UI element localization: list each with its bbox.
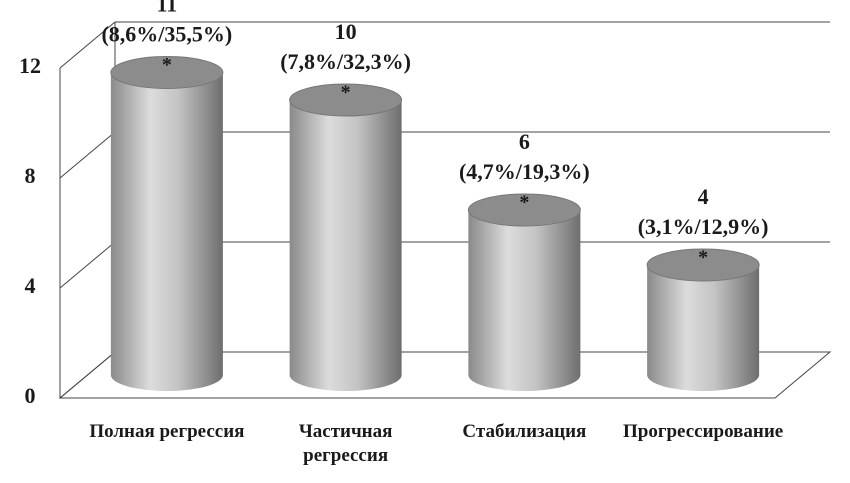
grid-line (59, 131, 116, 179)
marker: * (519, 192, 529, 214)
bar-top (289, 83, 403, 117)
value-label: 11 (156, 0, 177, 17)
bar (110, 72, 223, 391)
marker: * (162, 54, 172, 76)
y-tick-label: 0 (25, 383, 36, 408)
marker: * (698, 247, 708, 269)
grid-line (59, 21, 116, 69)
annotation: (4,7%/19,3%) (459, 159, 590, 184)
y-tick-label: 8 (25, 163, 36, 188)
value-label: 10 (335, 19, 357, 44)
annotation: (8,6%/35,5%) (101, 22, 232, 47)
grid-line (59, 351, 116, 399)
value-label: 6 (519, 129, 530, 154)
value-label: 4 (698, 184, 709, 209)
bar (289, 100, 402, 391)
marker: * (341, 82, 351, 104)
bar-top (110, 56, 224, 89)
bar-top (646, 248, 760, 282)
x-tick-label: Частичная регрессия (298, 421, 393, 466)
y-tick-label: 4 (25, 273, 36, 298)
bar-top (467, 193, 581, 227)
bar (468, 210, 581, 391)
x-tick-label: Полная регрессия (89, 421, 245, 442)
bar (647, 265, 760, 391)
annotation: (7,8%/32,3%) (280, 49, 411, 74)
x-tick-label: Стабилизация (462, 421, 587, 442)
annotation: (3,1%/12,9%) (638, 214, 769, 239)
y-tick-label: 12 (19, 53, 41, 78)
x-tick-label: Прогрессирование (623, 421, 784, 442)
grid-line (59, 241, 116, 289)
